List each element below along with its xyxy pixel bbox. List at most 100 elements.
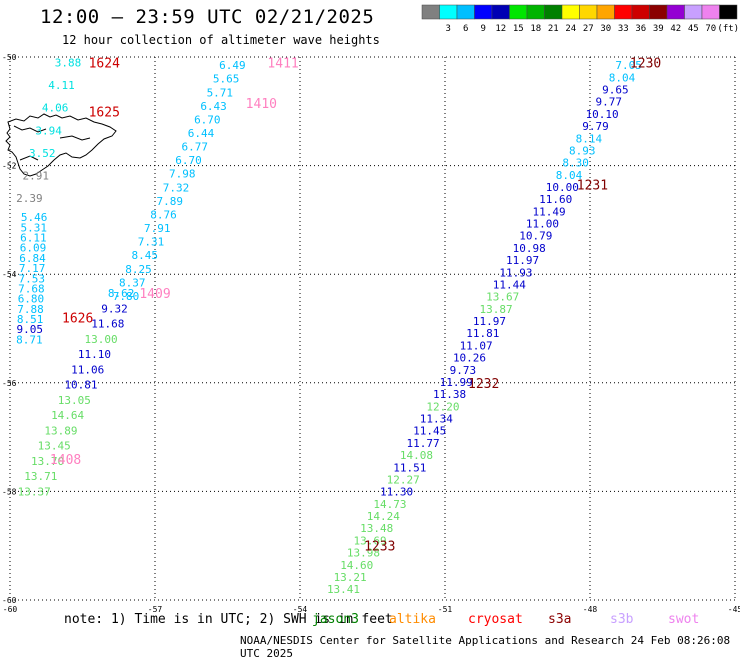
- time-label: 1411: [267, 56, 298, 71]
- x-tick-label: -57: [148, 605, 163, 614]
- swh-value-label: 2.91: [23, 170, 50, 183]
- swh-value-label: 6.43: [200, 100, 227, 113]
- swh-value-label: 9.65: [602, 84, 629, 97]
- swh-value-label: 9.77: [596, 96, 623, 109]
- colorbar-swatch: [684, 4, 703, 20]
- colorbar-swatch: [491, 4, 510, 20]
- time-label: 1410: [246, 97, 277, 112]
- swh-value-label: 13.37: [18, 485, 51, 498]
- swh-value-label: 7.31: [138, 236, 165, 249]
- swh-value-label: 11.97: [473, 315, 506, 328]
- swh-value-label: 8.45: [132, 249, 159, 262]
- time-label: 1230: [630, 56, 661, 71]
- swh-value-label: 14.73: [373, 498, 406, 511]
- swh-value-label: 11.60: [539, 193, 572, 206]
- swh-value-label: 9.73: [450, 364, 477, 377]
- colorbar-label: 24: [565, 24, 576, 34]
- swh-value-label: 9.05: [16, 323, 43, 336]
- swh-value-label: 11.38: [433, 388, 466, 401]
- satellite-legend-item: cryosat: [468, 612, 523, 627]
- swh-value-label: 10.79: [519, 230, 552, 243]
- swh-value-label: 6.44: [188, 127, 215, 140]
- swh-value-label: 11.81: [466, 327, 499, 340]
- swh-value-label: 10.10: [586, 108, 619, 121]
- swh-value-label: 11.45: [413, 425, 446, 438]
- swh-value-label: 11.06: [71, 363, 104, 376]
- swh-value-label: 8.76: [150, 208, 177, 221]
- time-label: 1625: [89, 105, 120, 120]
- swh-value-label: 8.25: [125, 263, 152, 276]
- coastline-falkland-islands: [5, 113, 117, 177]
- swh-value-label: 13.05: [58, 394, 91, 407]
- swh-value-label: 9.79: [582, 120, 609, 133]
- swh-value-label: 6.70: [194, 113, 221, 126]
- satellite-legend-item: jason3: [312, 612, 359, 627]
- swh-value-label: 10.00: [546, 181, 579, 194]
- footer-credit: NOAA/NESDIS Center for Satellite Applica…: [240, 634, 731, 660]
- swh-value-label: 14.60: [340, 559, 373, 572]
- swh-value-label: 10.98: [513, 242, 546, 255]
- time-label: 1232: [468, 377, 499, 392]
- swh-value-label: 6.11: [20, 232, 47, 245]
- swh-value-label: 14.24: [367, 510, 400, 523]
- swh-value-label: 7.80: [113, 290, 140, 303]
- swh-value-label: 14.64: [51, 409, 84, 422]
- colorbar-swatch: [701, 4, 720, 20]
- swh-value-label: 6.77: [182, 141, 209, 154]
- swh-value-label: 13.67: [486, 291, 519, 304]
- colorbar-label: 12: [495, 24, 506, 34]
- swh-value-label: 8.93: [569, 144, 596, 157]
- swh-value-label: 8.04: [556, 169, 583, 182]
- swh-value-label: 8.37: [119, 276, 146, 289]
- swh-value-label: 13.69: [353, 534, 386, 547]
- satellite-legend-item: altika: [389, 612, 436, 627]
- colorbar-swatch: [456, 4, 475, 20]
- swh-value-label: 7.88: [17, 303, 44, 316]
- swh-value-label: 11.68: [91, 318, 124, 331]
- chart-grid: [9, 56, 736, 601]
- colorbar-label: 42: [670, 24, 681, 34]
- swh-value-label: 10.26: [453, 352, 486, 365]
- swh-value-label: 8.71: [16, 333, 43, 346]
- swh-value-label: 6.70: [175, 154, 202, 167]
- colorbar-label: 21: [548, 24, 559, 34]
- colorbar-swatch: [544, 4, 563, 20]
- swh-value-label: 13.89: [44, 424, 77, 437]
- time-label: 1624: [89, 56, 120, 71]
- colorbar-unit: (ft): [717, 24, 739, 34]
- colorbar-swatch: [614, 4, 633, 20]
- colorbar-label: 36: [635, 24, 646, 34]
- swh-value-label: 3.52: [29, 147, 56, 160]
- swh-value-label: 7.05: [615, 59, 642, 72]
- x-tick-label: -51: [438, 605, 453, 614]
- swh-value-label: 13.98: [347, 547, 380, 560]
- colorbar-swatch: [596, 4, 615, 20]
- swh-value-label: 7.89: [157, 195, 184, 208]
- swh-value-label: 7.17: [19, 262, 46, 275]
- swh-value-label: 11.00: [526, 218, 559, 231]
- y-tick-label: -52: [2, 162, 17, 171]
- y-tick-label: -50: [2, 53, 17, 62]
- swh-value-label: 6.80: [18, 293, 45, 306]
- swh-value-label: 5.71: [207, 86, 234, 99]
- colorbar-swatch: [666, 4, 685, 20]
- y-tick-label: -54: [2, 270, 17, 279]
- swh-value-label: 10.81: [64, 379, 97, 392]
- swh-value-label: 9.32: [101, 302, 128, 315]
- colorbar-swatch: [439, 4, 458, 20]
- swh-value-label: 7.53: [19, 272, 46, 285]
- chart-subtitle: 12 hour collection of altimeter wave hei…: [62, 33, 380, 47]
- swh-value-label: 11.34: [420, 413, 453, 426]
- colorbar-label: 45: [688, 24, 699, 34]
- swh-value-label: 11.99: [440, 376, 473, 389]
- swh-value-label: 11.51: [393, 461, 426, 474]
- time-label: 1231: [577, 179, 608, 194]
- swh-value-label: 13.45: [38, 440, 71, 453]
- colorbar-legend: 3 6 9 12 15 18 21 24 27 30 33 36 39 42 45 70 (ft): [421, 4, 739, 34]
- colorbar-label: 18: [530, 24, 541, 34]
- swh-value-label: 7.68: [18, 282, 45, 295]
- swh-value-label: 11.97: [506, 254, 539, 267]
- x-tick-label: -48: [583, 605, 598, 614]
- time-label: 1408: [50, 453, 81, 468]
- swh-value-label: 11.10: [78, 348, 111, 361]
